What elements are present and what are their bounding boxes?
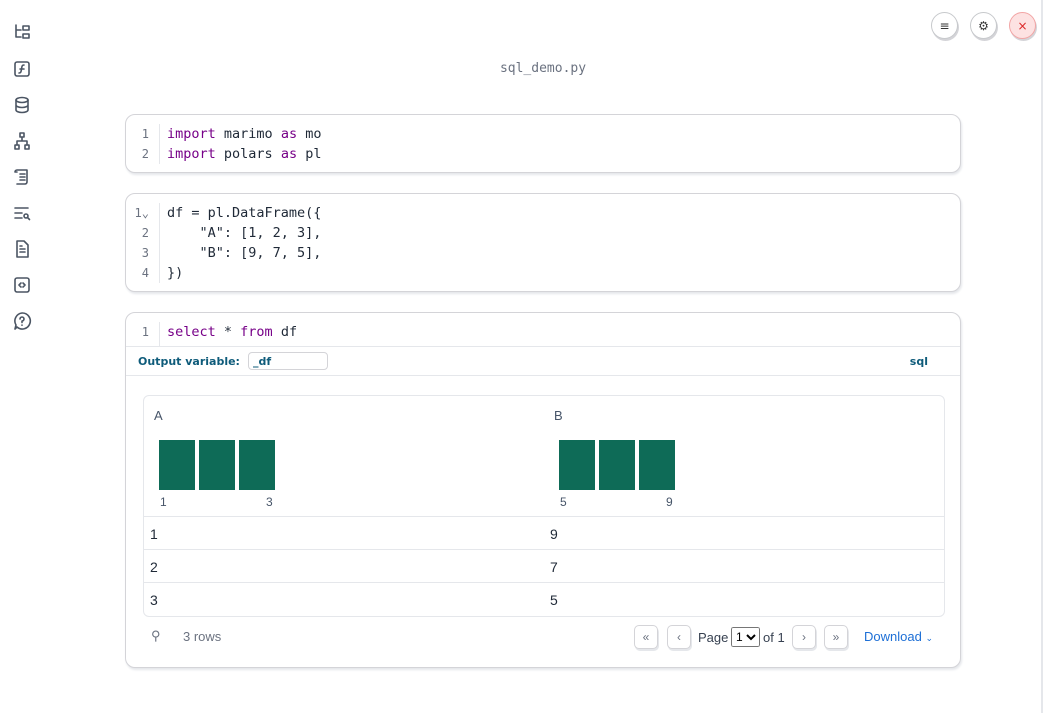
datasources-icon[interactable] — [12, 95, 32, 115]
page-label: Page — [698, 630, 729, 645]
menu-icon: ≡ — [939, 18, 950, 33]
page-total: of 1 — [763, 630, 785, 645]
histogram-max: 3 — [266, 495, 273, 509]
gear-icon: ⚙ — [978, 18, 989, 33]
histogram-bar — [559, 440, 595, 490]
scrollbar[interactable] — [1041, 0, 1043, 713]
histogram-min: 1 — [160, 495, 167, 509]
last-page-button[interactable]: » — [824, 625, 848, 649]
sql-output-bar: Output variable: sql — [126, 346, 960, 376]
code-line: 2 import polars as pl — [126, 144, 960, 164]
code-line: 4}) — [126, 263, 960, 283]
histogram-min: 5 — [560, 495, 567, 509]
histogram-bar — [199, 440, 235, 490]
outline-icon[interactable] — [12, 203, 32, 223]
sql-language-label[interactable]: sql — [909, 354, 928, 368]
column-name: B — [554, 408, 563, 423]
functions-icon[interactable] — [12, 59, 32, 79]
documentation-icon[interactable] — [12, 239, 32, 259]
code-cell-imports[interactable]: 1 import marimo as mo 2 import polars as p… — [125, 114, 961, 173]
histogram-bar — [599, 440, 635, 490]
page-select[interactable]: 1 — [731, 627, 760, 647]
row-count: 3 rows — [183, 629, 222, 644]
code-cell-dataframe[interactable]: 1⌄ df = pl.DataFrame({ 2 "A": [1, 2, 3], … — [125, 193, 961, 292]
column-name: A — [154, 408, 163, 423]
output-variable-label: Output variable: — [138, 354, 240, 368]
chevron-down-icon: ⌄ — [925, 633, 933, 643]
histogram-max: 9 — [666, 495, 673, 509]
logs-icon[interactable] — [12, 167, 32, 187]
histogram-bar — [239, 440, 275, 490]
next-page-button[interactable]: › — [792, 625, 816, 649]
menu-button[interactable]: ≡ — [931, 12, 958, 39]
feedback-icon[interactable] — [12, 311, 32, 331]
search-icon[interactable]: ⚲ — [151, 628, 161, 643]
notebook-title: sql_demo.py — [499, 61, 587, 76]
output-variable-input[interactable] — [247, 352, 328, 370]
code-line: 2 "A": [1, 2, 3], — [126, 223, 960, 243]
table-header: A 1 3 B 5 9 — [144, 396, 944, 517]
table-footer: ⚲ 3 rows « ‹ Page 1 of 1 › » Download ⌄ — [143, 625, 945, 651]
code-line: 1⌄ df = pl.DataFrame({ — [126, 203, 960, 223]
file-explorer-icon[interactable] — [12, 22, 32, 42]
code-line: 1 import marimo as mo — [126, 124, 960, 144]
code-line: 3 "B": [9, 7, 5], — [126, 243, 960, 263]
code-line: 1 select * from df — [126, 322, 960, 346]
first-page-button[interactable]: « — [634, 625, 658, 649]
prev-page-button[interactable]: ‹ — [667, 625, 691, 649]
histogram-bar — [159, 440, 195, 490]
download-button[interactable]: Download ⌄ — [864, 629, 933, 644]
close-button[interactable]: × — [1009, 12, 1036, 39]
close-icon: × — [1017, 18, 1028, 33]
settings-button[interactable]: ⚙ — [970, 12, 997, 39]
snippets-icon[interactable] — [12, 275, 32, 295]
histogram-bar — [639, 440, 675, 490]
dependencies-icon[interactable] — [12, 131, 32, 151]
